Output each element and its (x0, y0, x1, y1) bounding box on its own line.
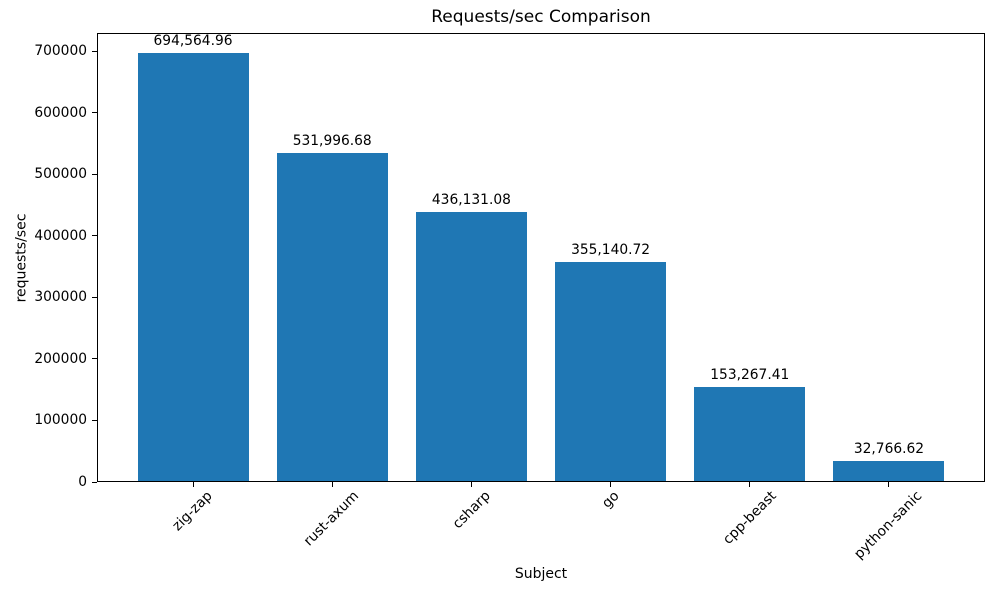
y-tick-label: 700000 (34, 43, 87, 60)
bar (833, 460, 945, 481)
y-tick-label: 600000 (34, 104, 87, 121)
y-tick-label: 0 (78, 474, 87, 490)
bar-value-label: 694,564.96 (153, 33, 233, 50)
x-tick-mark (749, 482, 751, 487)
y-tick-label: 400000 (34, 227, 87, 244)
bar-value-label: 153,267.41 (710, 366, 790, 383)
y-tick-mark (92, 358, 97, 360)
y-tick-label: 200000 (34, 350, 87, 367)
x-tick-label: go (598, 488, 623, 512)
y-tick-mark (92, 173, 97, 175)
x-axis-label: Subject (514, 566, 568, 582)
y-tick-mark (92, 50, 97, 52)
y-tick-mark (92, 296, 97, 298)
bar (555, 262, 667, 481)
y-tick-label: 100000 (34, 412, 87, 429)
x-tick-label: cpp-beast (719, 488, 780, 548)
x-tick-mark (470, 482, 472, 487)
bar (276, 153, 388, 481)
bar-value-label: 531,996.68 (292, 133, 372, 150)
x-tick-mark (888, 482, 890, 487)
bar (415, 212, 527, 481)
bar-value-label: 32,766.62 (853, 440, 925, 457)
y-tick-mark (92, 235, 97, 237)
bar-value-label: 355,140.72 (571, 242, 651, 259)
y-tick-mark (92, 419, 97, 421)
chart-title: Requests/sec Comparison (431, 7, 651, 27)
bar-value-label: 436,131.08 (431, 192, 511, 209)
bar (694, 386, 806, 481)
bar (137, 53, 249, 481)
x-tick-mark (331, 482, 333, 487)
y-tick-label: 300000 (34, 289, 87, 306)
x-tick-label: python-sanic (851, 488, 926, 563)
x-tick-mark (610, 482, 612, 487)
y-tick-mark (92, 112, 97, 114)
x-tick-label: csharp (449, 488, 494, 533)
y-tick-mark (92, 481, 97, 483)
x-tick-mark (192, 482, 194, 487)
x-tick-label: zig-zap (169, 488, 216, 535)
y-tick-label: 500000 (34, 166, 87, 183)
x-tick-label: rust-axum (301, 488, 363, 550)
